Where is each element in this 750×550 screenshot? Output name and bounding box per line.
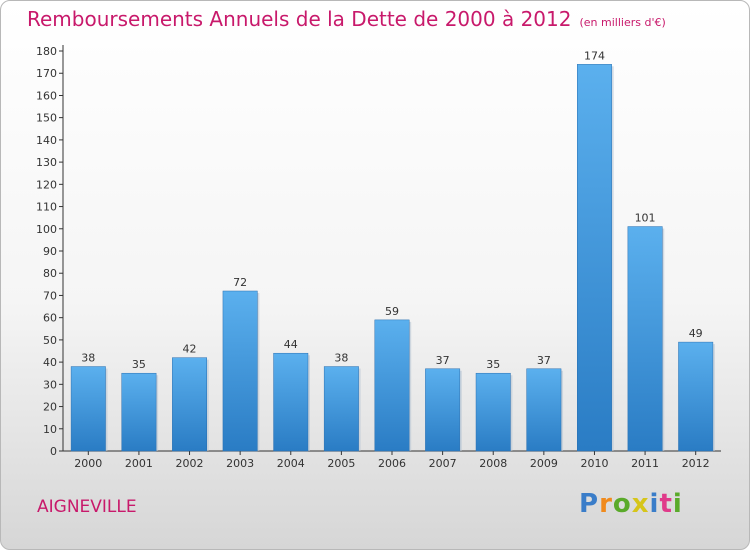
bar-value-label: 49 [689, 327, 703, 340]
bar [374, 319, 410, 452]
y-tick-label: 120 [36, 178, 57, 191]
y-tick-label: 150 [36, 112, 57, 125]
bar [172, 357, 207, 452]
bar-value-label: 38 [81, 352, 95, 365]
y-tick-label: 30 [43, 378, 57, 391]
logo-letter: P [579, 489, 600, 519]
bar [121, 372, 157, 452]
x-tick-label: 2010 [580, 457, 608, 470]
logo-letter: r [599, 489, 613, 519]
x-tick-label: 2009 [530, 457, 558, 470]
y-tick-label: 140 [36, 134, 57, 147]
bar-value-label: 38 [334, 352, 348, 365]
bar-value-label: 59 [385, 305, 399, 318]
proxiti-logo: Proxiti [579, 489, 683, 519]
y-tick-label: 160 [36, 89, 57, 102]
x-tick-label: 2008 [479, 457, 507, 470]
logo-letter: t [659, 489, 673, 519]
x-tick-label: 2000 [74, 457, 102, 470]
x-tick-label: 2006 [378, 457, 406, 470]
bar-value-label: 35 [132, 358, 146, 371]
logo-letter: o [612, 489, 632, 519]
logo-letter: i [649, 489, 660, 519]
y-tick-label: 130 [36, 156, 57, 169]
bar [425, 368, 461, 452]
bar [70, 366, 106, 452]
bar [526, 368, 562, 452]
bar-value-label: 37 [436, 354, 450, 367]
x-tick-label: 2002 [176, 457, 204, 470]
y-tick-label: 10 [43, 423, 57, 436]
bar [273, 352, 309, 452]
x-tick-label: 2004 [277, 457, 305, 470]
bar [222, 290, 258, 452]
bar [577, 64, 612, 452]
y-tick-label: 110 [36, 201, 57, 214]
bar [678, 341, 714, 452]
y-tick-label: 90 [43, 245, 57, 258]
y-tick-label: 180 [36, 45, 57, 58]
bar-value-label: 35 [486, 358, 500, 371]
bar [627, 226, 663, 452]
bar [475, 372, 511, 452]
y-tick-label: 0 [50, 445, 57, 458]
chart-title: Remboursements Annuels de la Dette de 20… [27, 7, 666, 31]
y-tick-label: 60 [43, 312, 57, 325]
chart-bars: 38 35 42 72 44 38 59 37 35 37 174 101 49 [70, 49, 715, 452]
logo-letter: i [672, 489, 683, 519]
y-tick-label: 20 [43, 401, 57, 414]
chart-axes: 0 10 20 30 40 50 60 70 80 90 100 110 120 130 140 150 160… [36, 45, 721, 470]
bar-value-label: 174 [584, 49, 605, 62]
y-tick-label: 80 [43, 267, 57, 280]
bar-value-label: 101 [635, 212, 656, 225]
logo-letter: x [631, 489, 650, 519]
y-tick-label: 100 [36, 223, 57, 236]
x-tick-label: 2007 [429, 457, 457, 470]
bar-value-label: 72 [233, 276, 247, 289]
location-name: AIGNEVILLE [37, 497, 137, 517]
bar-value-label: 42 [183, 343, 197, 356]
bar-value-label: 44 [284, 338, 298, 351]
x-tick-label: 2011 [631, 457, 659, 470]
bar-value-label: 37 [537, 354, 551, 367]
y-tick-label: 40 [43, 356, 57, 369]
chart-unit-note: (en milliers d'€) [579, 16, 666, 29]
y-tick-label: 50 [43, 334, 57, 347]
x-tick-label: 2005 [327, 457, 355, 470]
x-tick-label: 2012 [682, 457, 710, 470]
bar [323, 366, 359, 452]
y-tick-label: 70 [43, 289, 57, 302]
y-tick-label: 170 [36, 67, 57, 80]
x-tick-label: 2001 [125, 457, 153, 470]
chart-title-text: Remboursements Annuels de la Dette de 20… [27, 7, 572, 31]
x-tick-label: 2003 [226, 457, 254, 470]
